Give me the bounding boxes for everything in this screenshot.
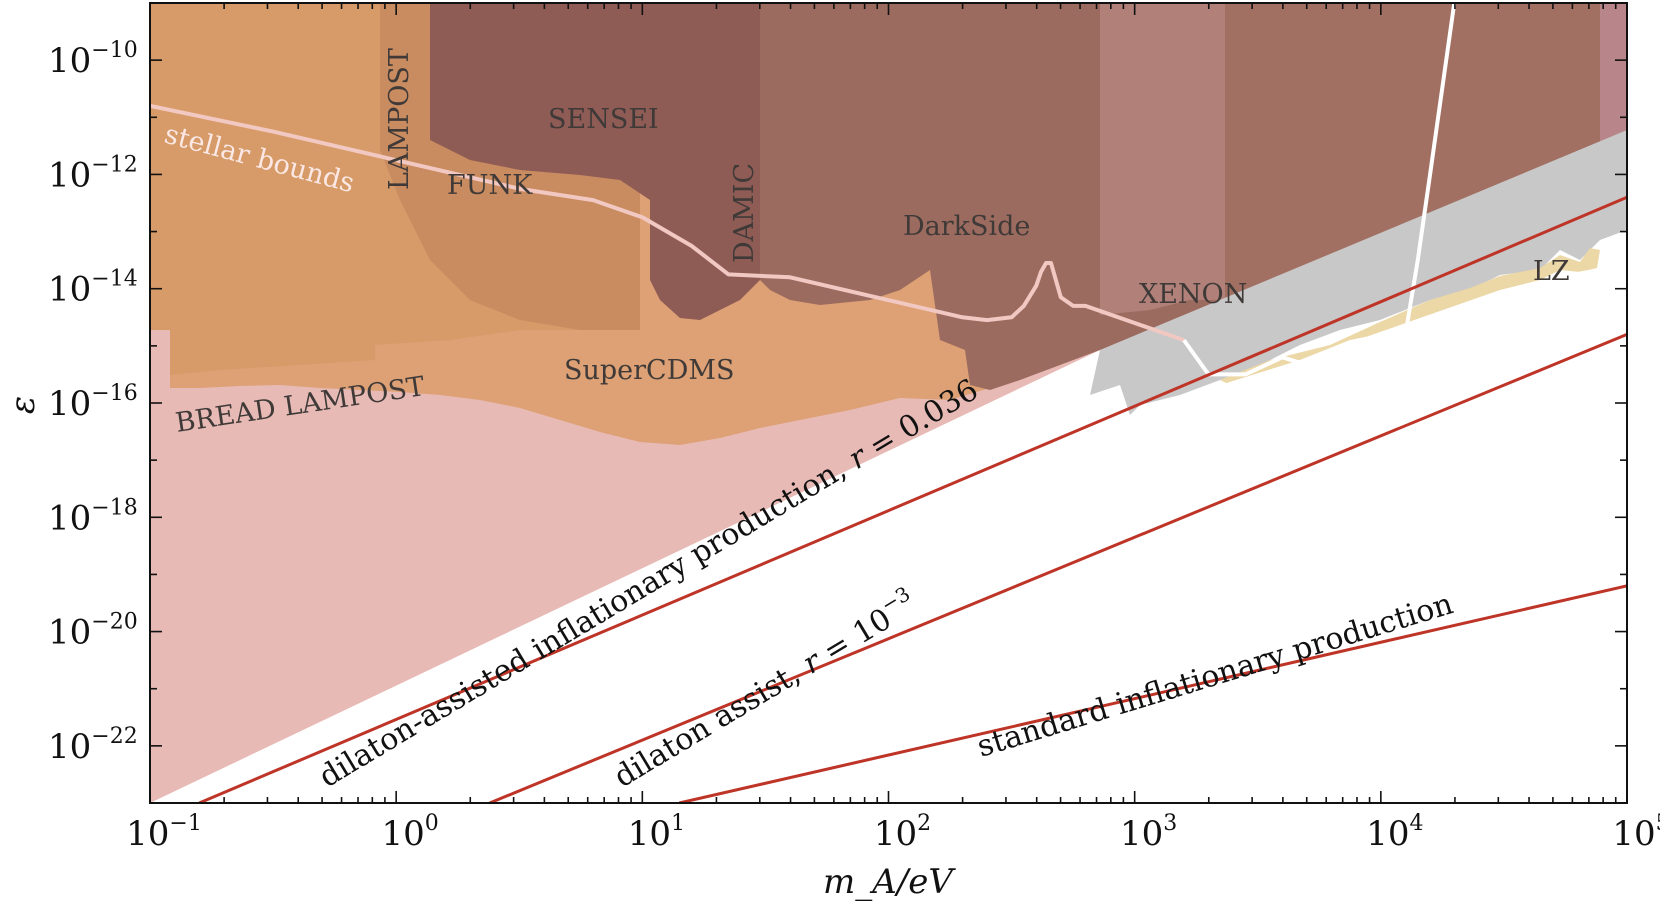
label-sensei: SENSEI (548, 104, 659, 135)
y-tick-label: 10−10 (48, 38, 138, 81)
production-line-2 (678, 584, 1627, 803)
label-lampost-vertical: LAMPOST (384, 48, 415, 190)
series-stellar-bounds (150, 103, 1185, 343)
x-axis-title-text: m_A/eV (823, 862, 956, 902)
axis-ticks: 10−1 100 101 102 103 104 105 10−10 10−12 10−14 10−… (48, 2, 1660, 854)
constraint-lines (150, 3, 1627, 803)
y-tick-label: 10−20 (48, 610, 138, 653)
production-line-1 (489, 333, 1627, 803)
x-axis-title: m_A/eV (823, 862, 956, 902)
y-tick-label: 10−22 (48, 724, 138, 767)
label-damic: DAMIC (729, 163, 760, 263)
label-funk: FUNK (447, 170, 533, 201)
y-tick-label: 10−12 (48, 152, 138, 195)
label-supercdms: SuperCDMS (564, 355, 735, 386)
region-sensei (430, 3, 1627, 320)
series-white-bound (1182, 3, 1457, 380)
x-tick-label: 102 (874, 811, 931, 854)
y-axis-title: ε (3, 396, 43, 414)
y-tick-label: 10−18 (48, 495, 138, 538)
region-grey (1090, 130, 1627, 415)
x-tick-label: 10−1 (126, 811, 202, 854)
x-tick-label: 105 (1612, 811, 1660, 854)
label-lz: LZ (1533, 256, 1570, 287)
x-tick-label: 101 (628, 811, 685, 854)
y-tick-label: 10−14 (48, 267, 138, 310)
x-tick-label: 100 (382, 811, 439, 854)
x-tick-label: 104 (1366, 811, 1423, 854)
label-xenon: XENON (1139, 279, 1247, 310)
label-darkside: DarkSide (903, 211, 1030, 242)
x-tick-label: 103 (1120, 811, 1177, 854)
region-xenon (1100, 3, 1225, 315)
y-tick-label: 10−16 (48, 381, 138, 424)
production-line-0 (198, 195, 1627, 803)
